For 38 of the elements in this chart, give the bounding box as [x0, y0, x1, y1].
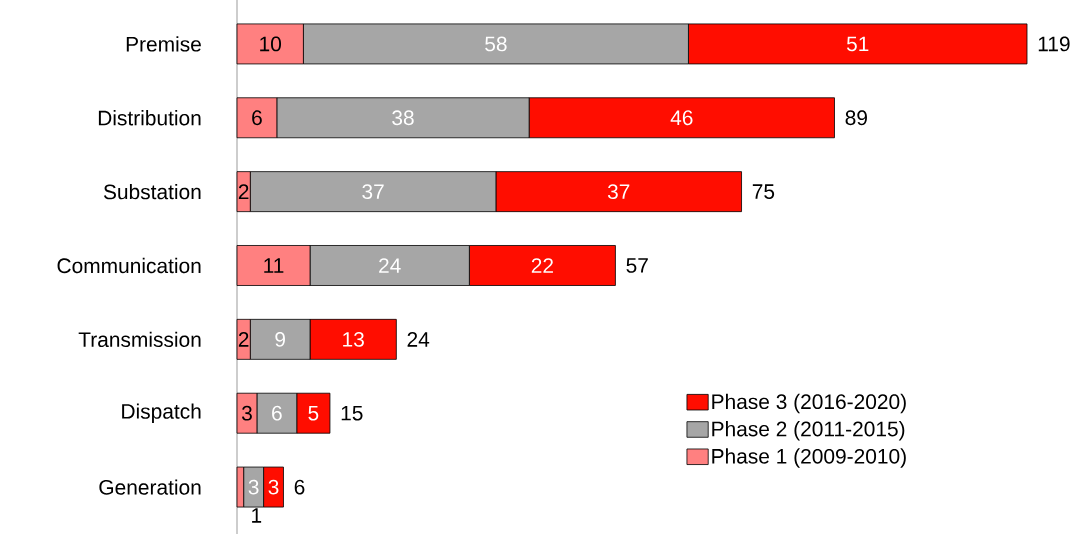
y-tick-label: Distribution	[98, 110, 201, 126]
data-label: 6	[272, 405, 282, 421]
data-label: 2	[238, 184, 249, 199]
data-label: 9	[275, 331, 285, 347]
data-label: 11	[264, 258, 284, 273]
data-label: 13	[343, 331, 364, 347]
data-label: 3	[248, 479, 259, 495]
legend-label: Phase 1 (2009-2010)	[712, 448, 906, 468]
y-tick-label: Substation	[103, 183, 201, 200]
data-label: 5	[308, 405, 319, 421]
y-tick-label: Dispatch	[122, 403, 201, 423]
data-label: 3	[241, 405, 252, 421]
data-label: 22	[531, 258, 553, 273]
y-tick-label: Communication	[57, 257, 201, 274]
data-label: 6	[252, 110, 262, 126]
y-tick-label: Transmission	[78, 331, 201, 348]
data-label: 38	[392, 110, 414, 126]
data-label: 1	[252, 508, 262, 523]
data-label: 51	[846, 36, 869, 52]
y-tick-label: Premise	[126, 36, 201, 52]
total-label: 89	[845, 110, 867, 126]
data-label: 10	[260, 36, 282, 52]
total-label: 75	[752, 184, 775, 199]
total-label: 6	[294, 479, 305, 495]
data-label: 37	[607, 184, 630, 200]
total-label: 57	[626, 258, 648, 273]
total-label: 24	[407, 332, 430, 347]
data-label: 2	[238, 332, 249, 347]
legend-label: Phase 3 (2016-2020)	[712, 393, 906, 414]
total-label: 15	[341, 405, 363, 421]
total-label: 119	[1038, 36, 1070, 52]
data-label: 24	[379, 258, 401, 273]
y-tick-label: Generation	[99, 479, 201, 495]
data-label: 37	[362, 184, 384, 200]
data-label: 3	[268, 479, 279, 495]
data-label: 46	[670, 110, 693, 126]
data-label: 58	[485, 36, 507, 52]
legend-label: Phase 2 (2011-2015)	[712, 421, 905, 441]
